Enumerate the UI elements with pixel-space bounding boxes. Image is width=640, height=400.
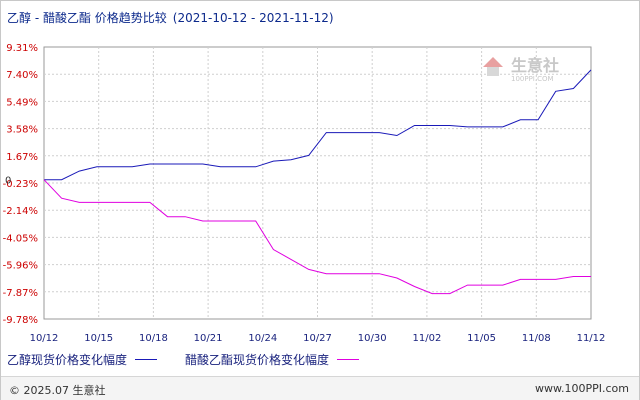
x-tick-label: 10/27 <box>303 333 332 344</box>
y-tick-label: 9.31% <box>6 43 38 54</box>
line-chart: 9.31% 7.40% 5.49% 3.58% 1.67% -0.23% -2.14% -4.… <box>3 43 606 344</box>
zero-label: 0 <box>5 176 11 187</box>
x-tick-label: 10/21 <box>194 333 223 344</box>
x-tick-label: 10/15 <box>84 333 113 344</box>
legend-label-ethanol: 乙醇现货价格变化幅度 <box>7 353 128 367</box>
series-line-ethyl-acetate <box>43 179 591 295</box>
x-tick-label: 10/18 <box>139 333 168 344</box>
x-tick-label: 11/05 <box>467 333 496 344</box>
x-tick-label: 10/24 <box>248 333 277 344</box>
y-tick-label: -4.05% <box>3 233 38 244</box>
legend-swatch-ethanol <box>135 359 158 360</box>
site-url[interactable]: www.100PPI.com <box>535 382 629 395</box>
y-tick-label: 7.40% <box>6 70 38 81</box>
copyright: © 2025.07 生意社 <box>9 384 106 397</box>
series-line-ethanol <box>44 69 592 181</box>
x-tick-label: 11/08 <box>522 333 551 344</box>
chart-title-text: 乙醇 - 醋酸乙酯 价格趋势比较 <box>7 11 167 25</box>
legend-item-ethanol: 乙醇现货价格变化幅度 <box>7 351 158 368</box>
y-tick-label: -5.96% <box>3 261 38 272</box>
legend: 乙醇现货价格变化幅度 醋酸乙酯现货价格变化幅度 <box>7 351 387 368</box>
x-tick-label: 11/12 <box>577 333 606 344</box>
chart-title: 乙醇 - 醋酸乙酯 价格趋势比较 (2021-10-12 - 2021-11-12… <box>7 9 334 26</box>
legend-label-ethyl-acetate: 醋酸乙酯现货价格变化幅度 <box>185 353 330 367</box>
y-tick-label: -0.23% <box>3 179 38 190</box>
y-tick-label: 5.49% <box>6 97 38 108</box>
legend-swatch-ethyl-acetate <box>337 359 360 360</box>
y-tick-label: -2.14% <box>3 206 38 217</box>
watermark-house-icon <box>483 57 503 67</box>
x-tick-label: 10/12 <box>30 333 59 344</box>
y-tick-label: 1.67% <box>6 152 38 163</box>
watermark-url: 100PPI.COM <box>511 75 554 83</box>
y-tick-label: -9.78% <box>3 315 38 326</box>
y-tick-label: -7.87% <box>3 288 38 299</box>
legend-item-ethyl-acetate: 醋酸乙酯现货价格变化幅度 <box>185 351 360 368</box>
watermark-house-body <box>487 67 499 76</box>
x-tick-label: 11/02 <box>412 333 441 344</box>
footer: © 2025.07 生意社 www.100PPI.com <box>1 376 639 400</box>
date-range: (2021-10-12 - 2021-11-12) <box>172 11 334 25</box>
x-tick-label: 10/30 <box>358 333 387 344</box>
watermark-brand: 生意社 <box>511 56 559 75</box>
y-tick-label: 3.58% <box>6 125 38 136</box>
